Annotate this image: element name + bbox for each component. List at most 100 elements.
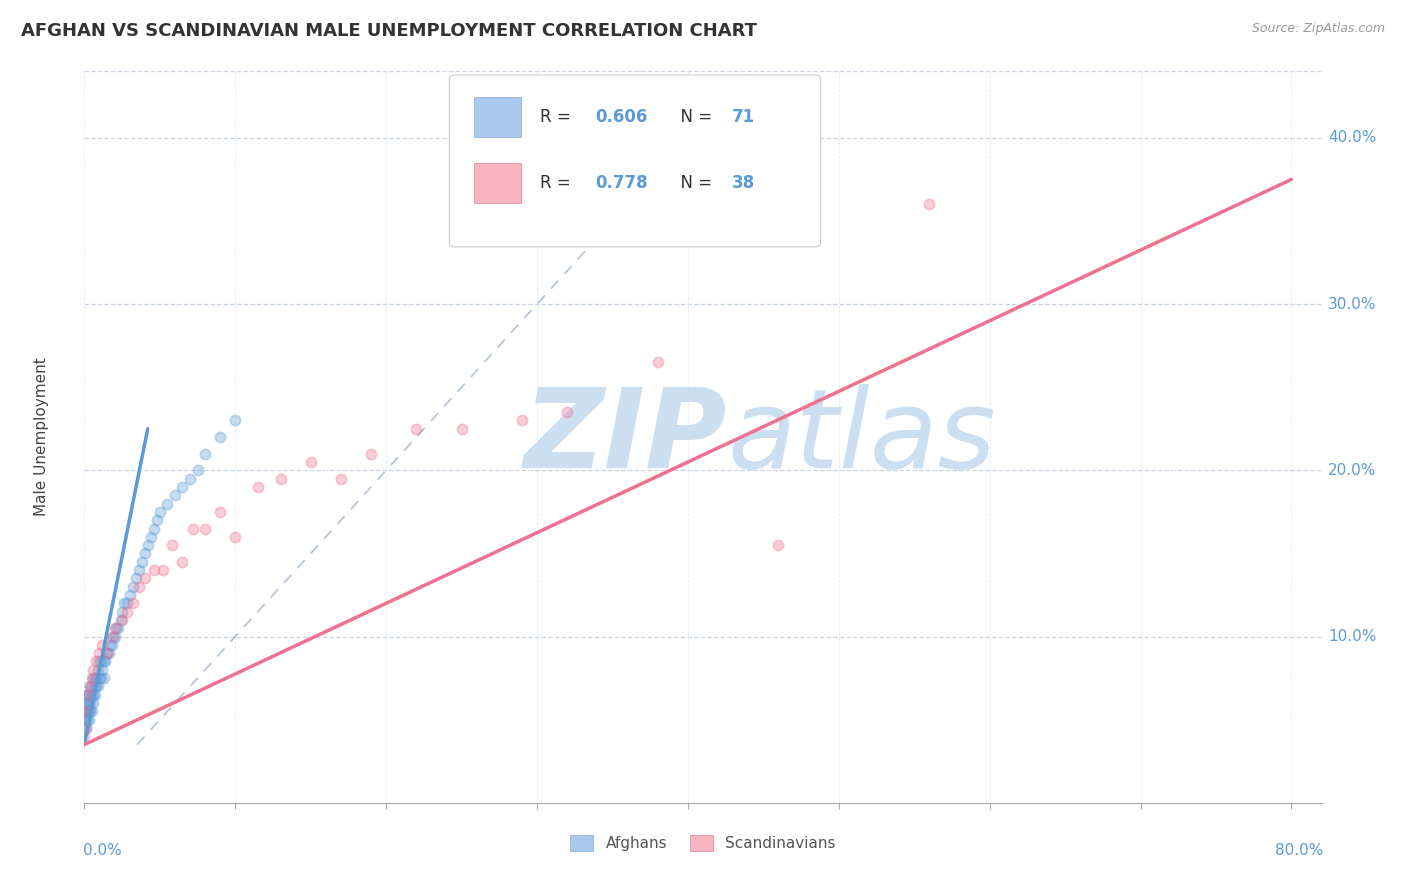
Point (110, 613, 132, 627)
FancyBboxPatch shape (474, 163, 522, 203)
Text: 0.778: 0.778 (595, 174, 648, 193)
Point (181, 521, 204, 535)
Point (90, 655, 112, 669)
Point (87, 663, 110, 677)
Point (142, 521, 165, 535)
Point (186, 463, 208, 477)
Point (142, 563, 165, 577)
Point (918, 197, 941, 211)
Point (77, 705, 100, 719)
Point (89, 671, 111, 685)
Point (224, 413, 246, 427)
Point (96, 646, 118, 660)
Point (80, 671, 103, 685)
Point (112, 596, 135, 610)
Point (299, 455, 322, 469)
Point (360, 447, 382, 461)
Point (82, 663, 104, 677)
Point (91, 663, 114, 677)
Point (84, 688, 107, 702)
Point (209, 505, 232, 519)
Point (768, 538, 790, 552)
Point (76, 713, 98, 727)
Point (329, 472, 352, 486)
Text: N =: N = (669, 174, 717, 193)
Point (172, 555, 194, 569)
Point (86, 655, 108, 669)
Point (89, 646, 111, 660)
Text: AFGHAN VS SCANDINAVIAN MALE UNEMPLOYMENT CORRELATION CHART: AFGHAN VS SCANDINAVIAN MALE UNEMPLOYMENT… (21, 22, 756, 40)
Point (77, 688, 100, 702)
Point (100, 630, 122, 644)
Point (84, 680, 107, 694)
Point (121, 596, 143, 610)
Point (224, 530, 246, 544)
Point (80, 680, 103, 694)
Point (76, 705, 98, 719)
Point (103, 621, 125, 635)
Text: Source: ZipAtlas.com: Source: ZipAtlas.com (1251, 22, 1385, 36)
Point (94, 655, 117, 669)
Point (246, 480, 269, 494)
Point (134, 546, 156, 560)
Point (270, 472, 292, 486)
Point (172, 480, 194, 494)
Point (82, 688, 104, 702)
FancyBboxPatch shape (474, 97, 522, 137)
Text: 40.0%: 40.0% (1327, 130, 1376, 145)
Point (80, 705, 103, 719)
Point (131, 555, 153, 569)
Text: R =: R = (540, 109, 575, 127)
Point (555, 405, 578, 419)
Point (124, 571, 146, 585)
Point (75, 721, 97, 735)
Point (194, 521, 217, 535)
Point (115, 605, 138, 619)
Point (79, 696, 101, 710)
Point (86, 680, 108, 694)
Text: 0.606: 0.606 (595, 109, 648, 127)
Point (209, 430, 232, 444)
Point (128, 580, 150, 594)
Point (134, 571, 156, 585)
Text: 30.0%: 30.0% (1327, 297, 1376, 311)
Point (77, 713, 100, 727)
Point (139, 530, 162, 544)
Point (450, 422, 472, 436)
Point (93, 655, 115, 669)
Text: 38: 38 (731, 174, 755, 193)
Point (79, 680, 101, 694)
Point (146, 513, 169, 527)
Point (163, 488, 186, 502)
Point (136, 538, 159, 552)
Text: 10.0%: 10.0% (1327, 629, 1376, 644)
Point (75, 713, 97, 727)
Point (98, 638, 121, 652)
Point (73, 713, 96, 727)
Point (77, 688, 100, 702)
Point (103, 630, 125, 644)
Text: R =: R = (540, 174, 575, 193)
Text: ZIP: ZIP (524, 384, 728, 491)
Point (647, 355, 669, 369)
Point (91, 638, 114, 652)
Point (84, 671, 107, 685)
Point (87, 680, 110, 694)
Point (111, 613, 134, 627)
Point (405, 422, 427, 436)
Point (75, 705, 97, 719)
Point (107, 621, 129, 635)
Point (96, 646, 118, 660)
Point (90, 671, 112, 685)
Point (111, 605, 134, 619)
Point (510, 413, 533, 427)
Point (73, 696, 96, 710)
Point (118, 588, 141, 602)
Text: 71: 71 (731, 109, 755, 127)
Point (76, 688, 98, 702)
Point (97, 646, 120, 660)
Point (105, 621, 128, 635)
FancyBboxPatch shape (450, 75, 821, 247)
Point (149, 505, 172, 519)
Text: 20.0%: 20.0% (1327, 463, 1376, 478)
